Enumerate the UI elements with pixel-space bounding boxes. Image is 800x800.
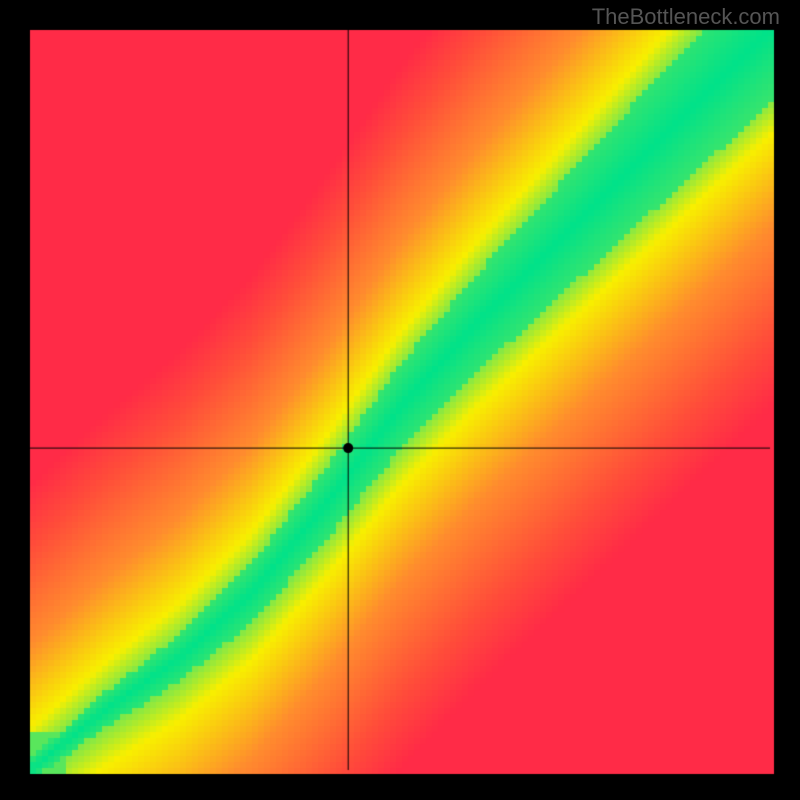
watermark-text: TheBottleneck.com bbox=[592, 4, 780, 30]
chart-container: { "watermark": { "text": "TheBottleneck.… bbox=[0, 0, 800, 800]
bottleneck-heatmap bbox=[0, 0, 800, 800]
